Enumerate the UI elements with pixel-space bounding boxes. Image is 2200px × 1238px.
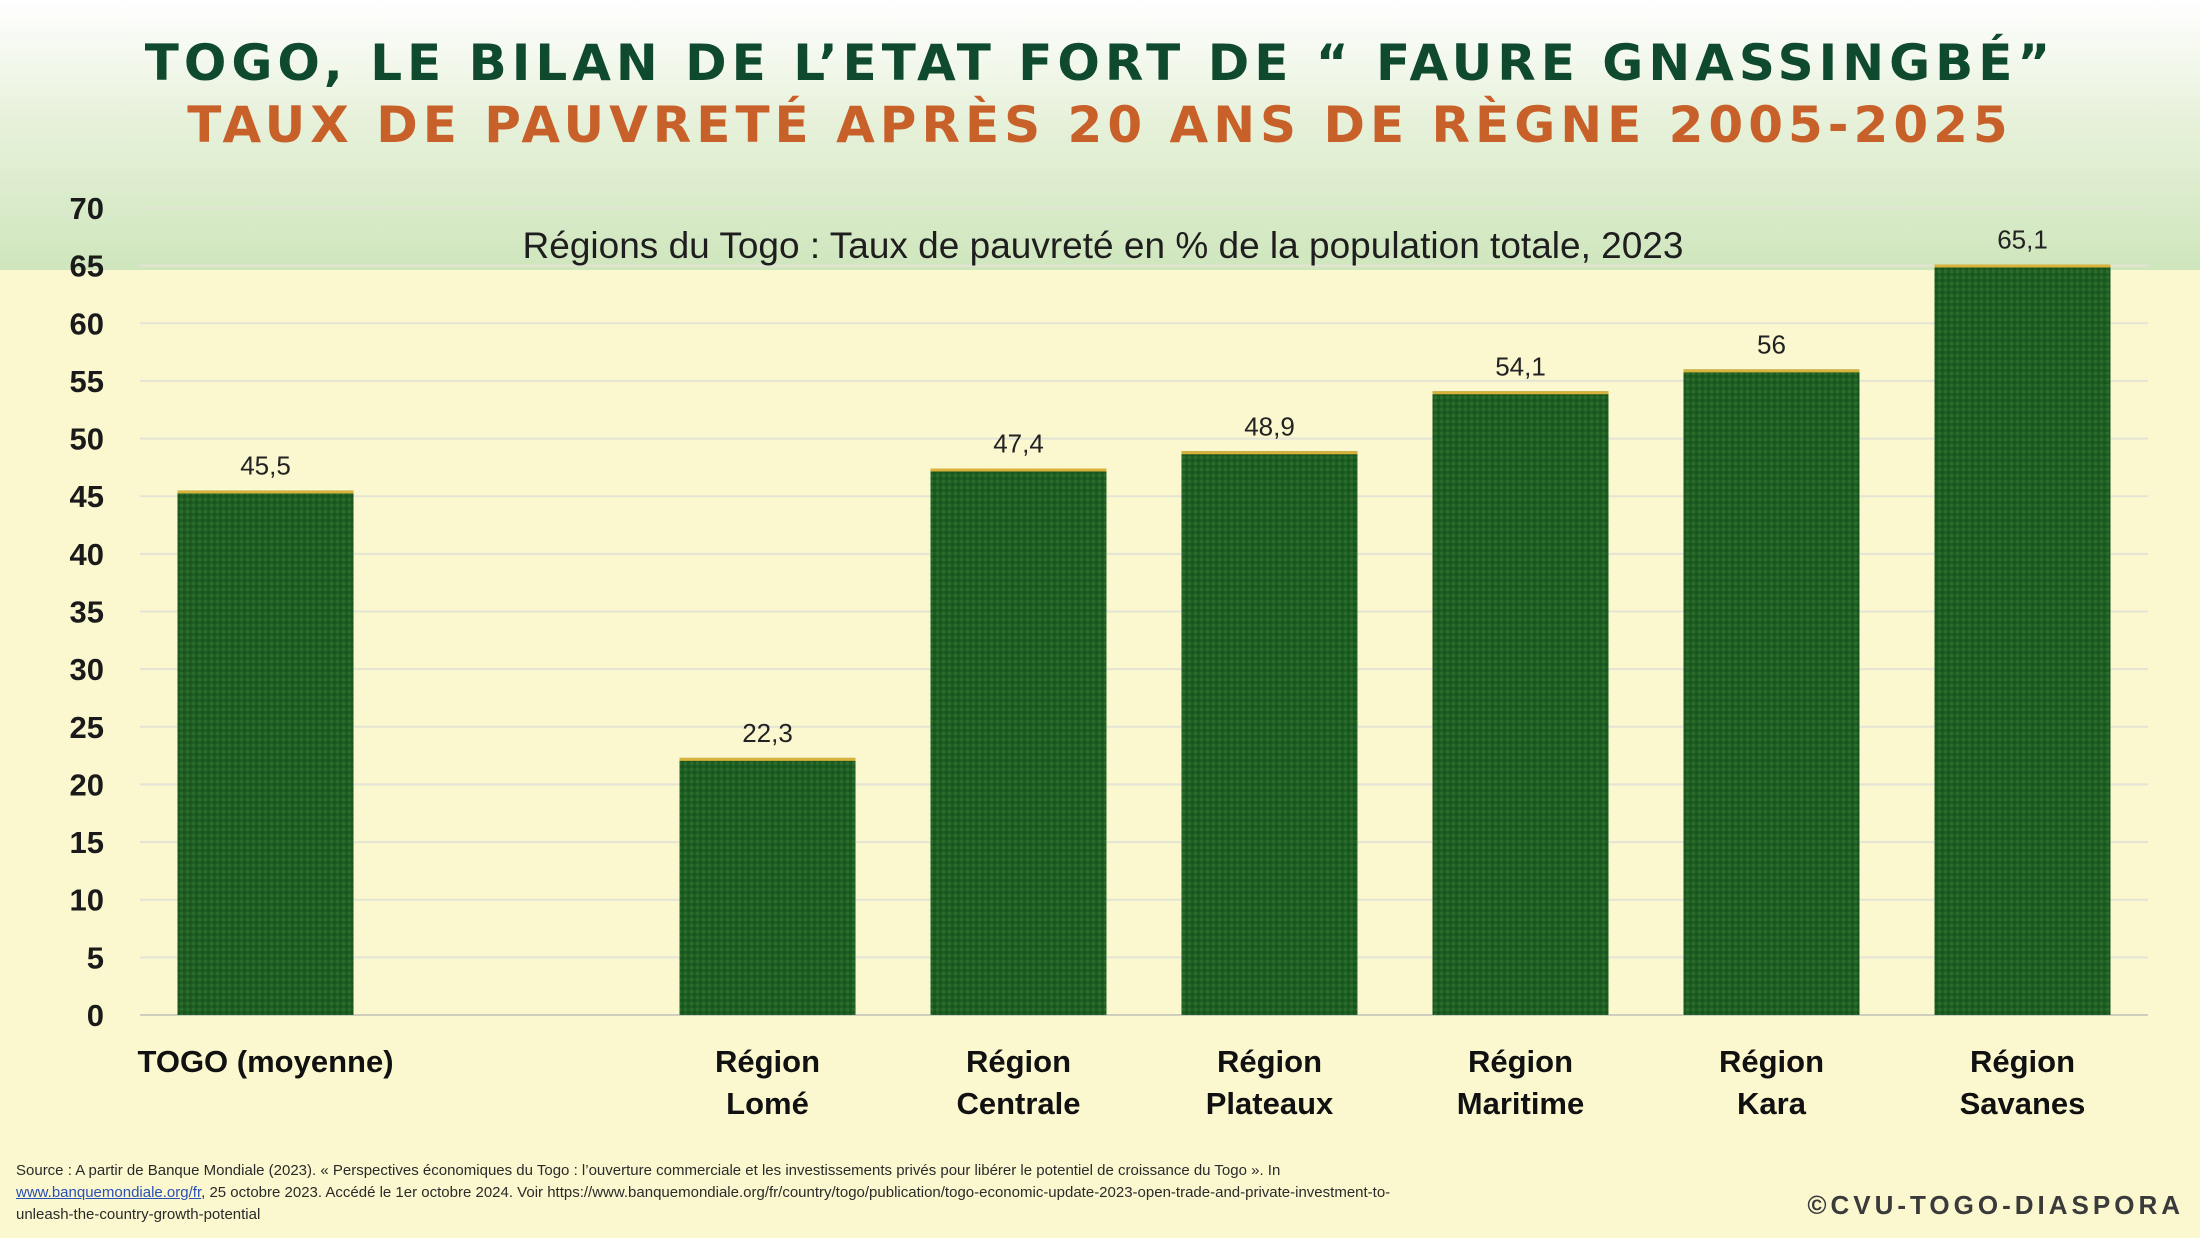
source-text-end: , 25 octobre 2023. Accédé le 1er octobre…	[16, 1184, 1391, 1223]
bar	[930, 468, 1107, 1015]
value-label: 47,4	[993, 429, 1044, 459]
y-tick-label: 25	[70, 710, 104, 745]
value-label: 65,1	[1997, 224, 2048, 254]
y-tick-label: 15	[70, 825, 104, 860]
main-title: TOGO, LE BILAN DE L’ETAT FORT DE “ FAURE…	[144, 34, 2056, 92]
y-tick-label: 35	[70, 595, 104, 630]
y-tick-label: 50	[70, 422, 104, 457]
x-tick-label: Région	[1970, 1044, 2075, 1079]
value-label: 56	[1757, 329, 1786, 359]
bar	[1934, 264, 2111, 1015]
chart-title: Régions du Togo : Taux de pauvreté en % …	[523, 225, 1684, 266]
x-tick-label: TOGO (moyenne)	[137, 1044, 393, 1079]
bar	[679, 757, 856, 1015]
value-label: 45,5	[240, 450, 291, 480]
x-tick-label: Savanes	[1960, 1086, 2086, 1121]
bar	[1181, 451, 1358, 1015]
y-tick-label: 65	[70, 249, 104, 284]
x-axis-labels: TOGO (moyenne) Région Lomé Région Centrale Ré…	[137, 1044, 2085, 1121]
bar	[1683, 369, 1860, 1015]
value-label: 54,1	[1495, 351, 1546, 381]
header-background	[0, 0, 2200, 270]
bar	[177, 490, 354, 1015]
bar	[1432, 391, 1609, 1015]
value-labels: 45,5 22,3 47,4 48,9 54,1 56 65,1	[240, 224, 2048, 747]
y-tick-label: 40	[70, 537, 104, 572]
value-label: 22,3	[742, 718, 793, 748]
y-tick-label: 20	[70, 767, 104, 802]
y-tick-label: 60	[70, 306, 104, 341]
x-tick-label: Région	[1217, 1044, 1322, 1079]
y-tick-label: 5	[87, 940, 104, 975]
y-axis: 0 5 10 15 20 25 30 35 40 45 50 55 60 65 70	[70, 191, 104, 1033]
x-tick-label: Région	[715, 1044, 820, 1079]
y-tick-label: 0	[87, 998, 104, 1033]
x-tick-label: Centrale	[956, 1086, 1080, 1121]
x-tick-label: Région	[1468, 1044, 1573, 1079]
y-tick-label: 10	[70, 883, 104, 918]
y-tick-label: 30	[70, 652, 104, 687]
y-tick-label: 70	[70, 191, 104, 226]
x-tick-label: Maritime	[1457, 1086, 1584, 1121]
x-tick-label: Kara	[1737, 1086, 1807, 1121]
main-subtitle: TAUX DE PAUVRETÉ APRÈS 20 ANS DE RÈGNE 2…	[187, 96, 2013, 154]
y-tick-label: 55	[70, 364, 104, 399]
x-tick-label: Lomé	[726, 1086, 809, 1121]
y-tick-label: 45	[70, 479, 104, 514]
bars	[177, 264, 2111, 1015]
source-note: Source : A partir de Banque Mondiale (20…	[16, 1160, 1436, 1226]
source-link[interactable]: www.banquemondiale.org/fr	[16, 1184, 202, 1201]
copyright: ©CVU-TOGO-DIASPORA	[1807, 1190, 2184, 1220]
x-tick-label: Région	[1719, 1044, 1824, 1079]
source-text: Source : A partir de Banque Mondiale (20…	[16, 1162, 1281, 1179]
x-tick-label: Région	[966, 1044, 1071, 1079]
x-tick-label: Plateaux	[1206, 1086, 1334, 1121]
value-label: 48,9	[1244, 411, 1295, 441]
